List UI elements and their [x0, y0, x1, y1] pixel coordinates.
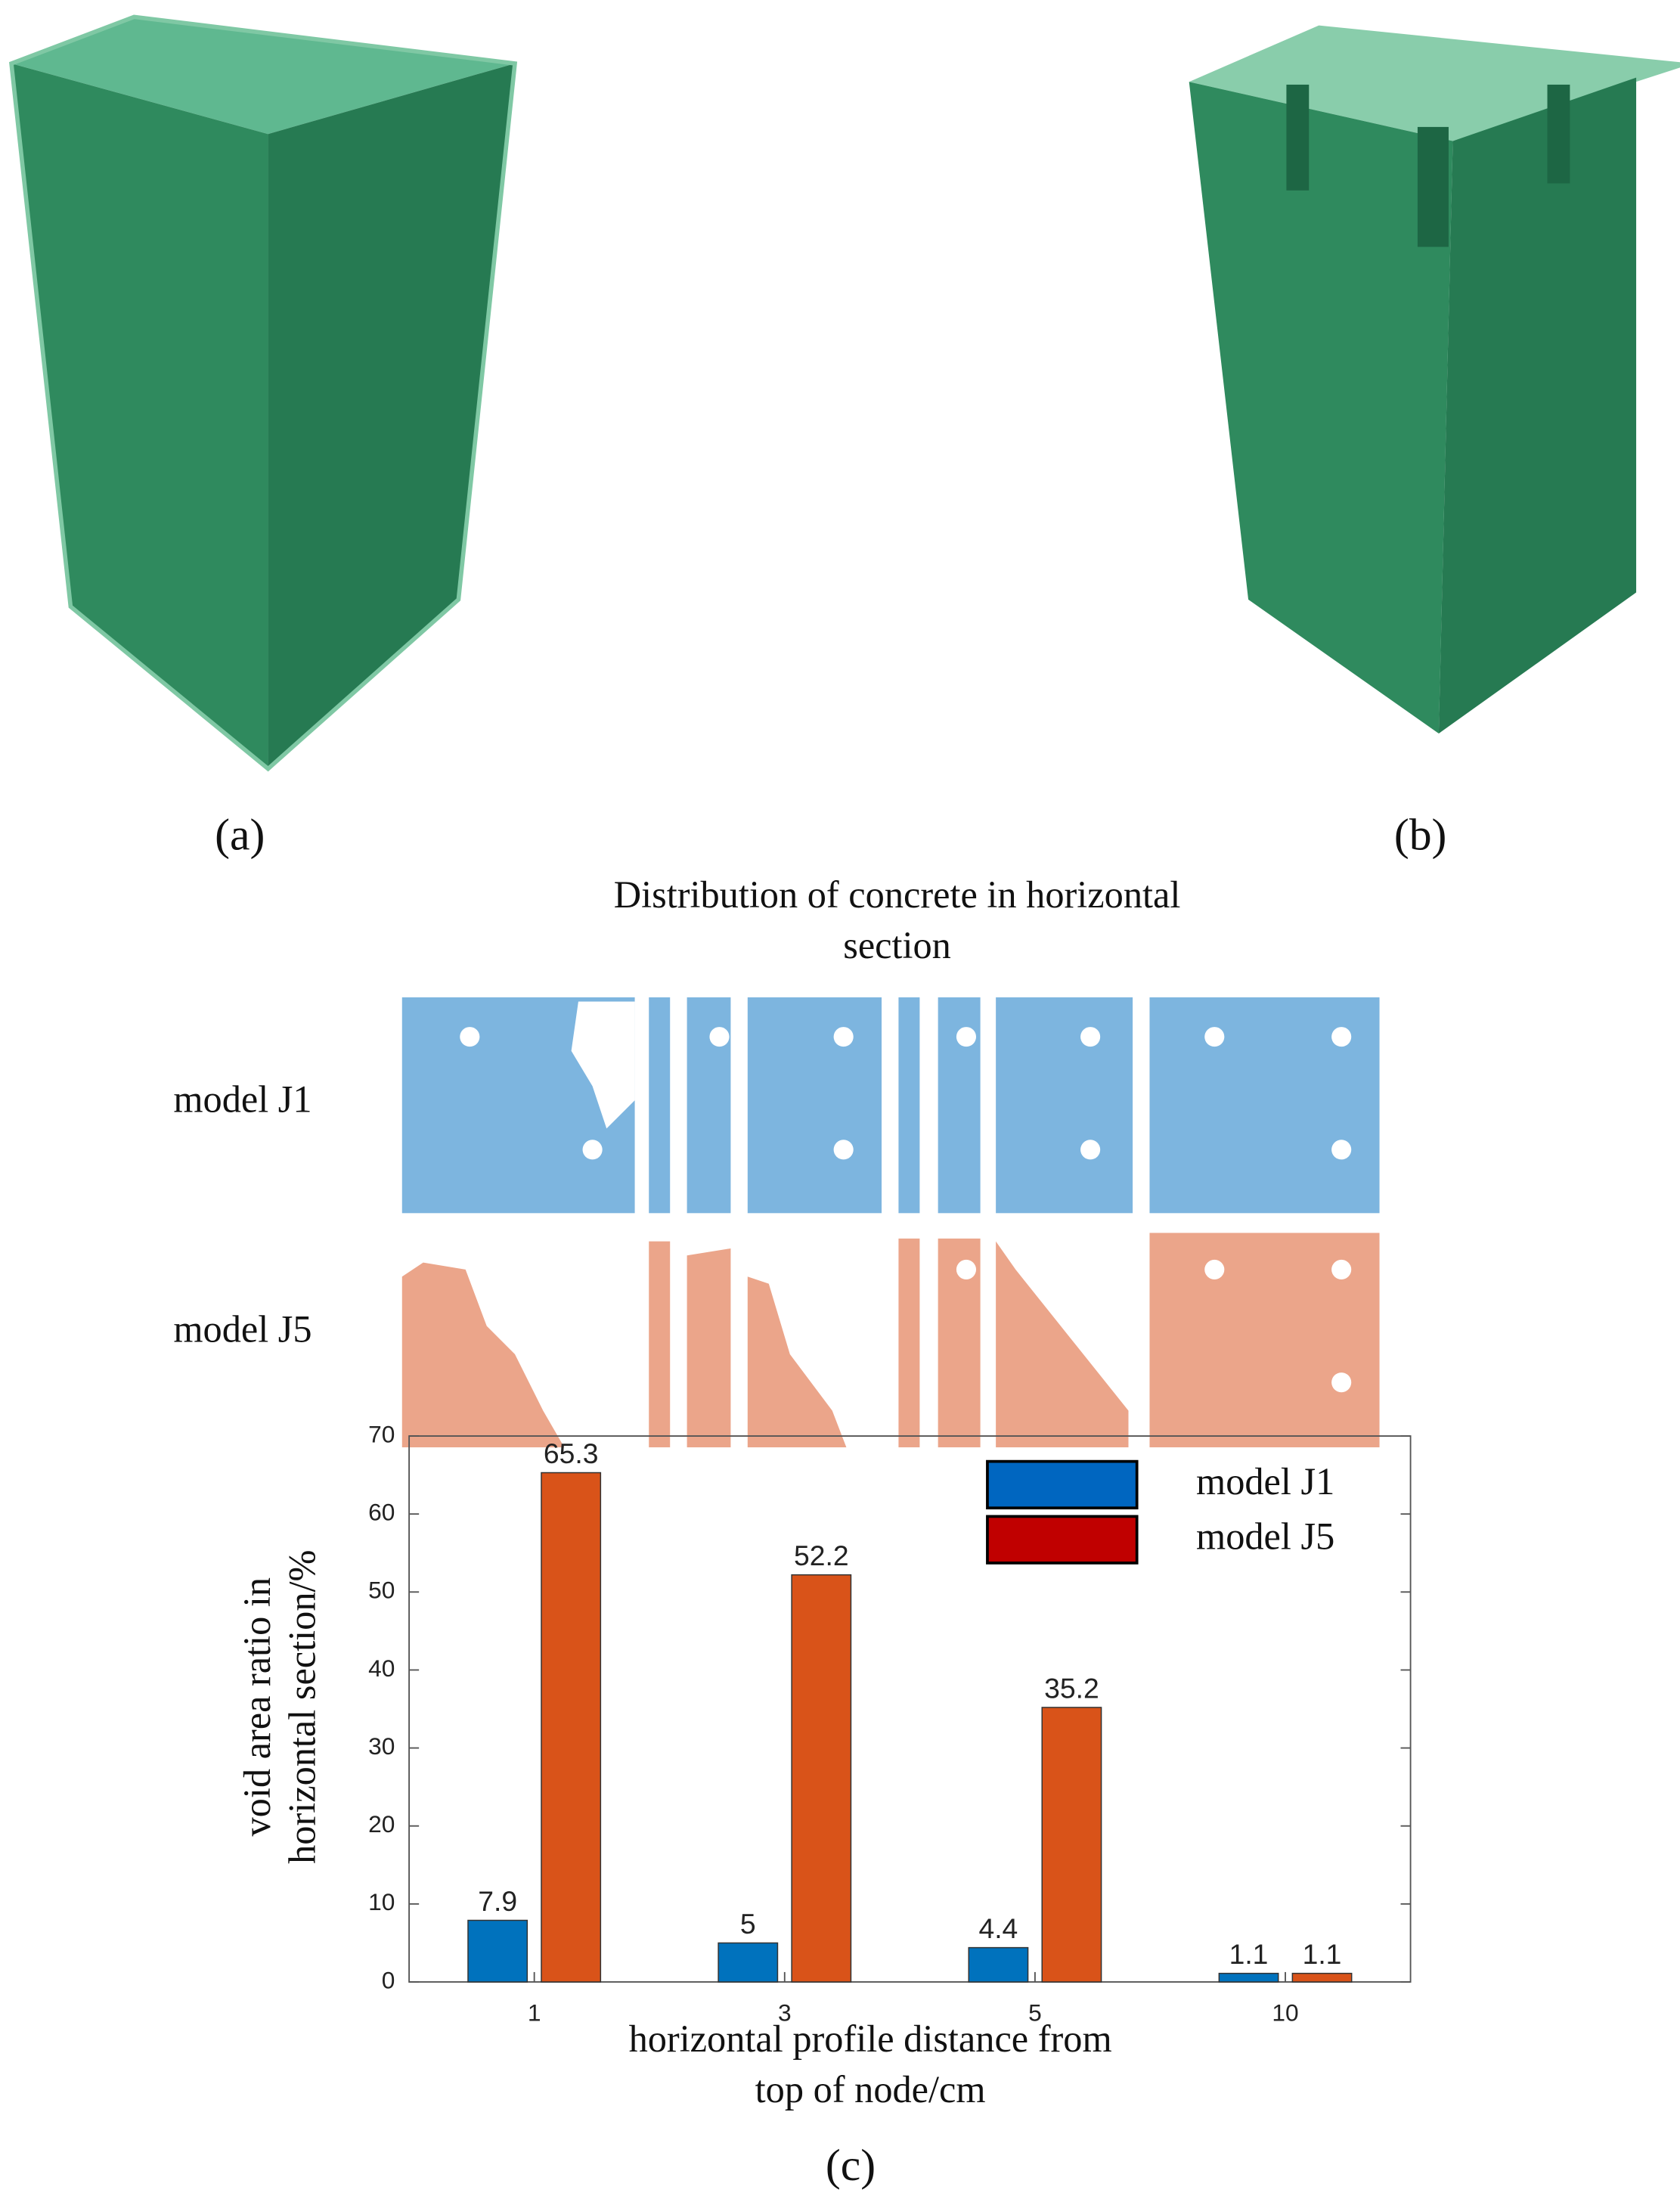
y-tick-label: 40: [368, 1655, 395, 1682]
column: [1417, 126, 1449, 247]
x-axis-label: top of node/cm: [755, 2068, 986, 2111]
panel-label: (b): [1394, 810, 1447, 860]
section-fill: [898, 1238, 920, 1447]
right-face: [268, 63, 516, 769]
bar: [1041, 1707, 1102, 1983]
top-face: [1189, 25, 1680, 141]
y-tick-label: 10: [368, 1888, 395, 1915]
x-tick-label: 3: [778, 1999, 792, 2026]
bar: [467, 1919, 528, 1983]
plot-frame: [408, 1435, 1412, 1983]
y-axis-label: void area ratio in: [236, 1577, 278, 1837]
section-images: [401, 997, 1380, 1447]
legend-label: model J1: [1196, 1460, 1334, 1503]
section-fill: [649, 1241, 671, 1447]
outline: [9, 14, 518, 772]
legend-label: model J5: [1196, 1515, 1334, 1558]
y-tick-label: 0: [382, 1966, 395, 1993]
bar: [718, 1942, 779, 1983]
panel-label: (c): [826, 2140, 876, 2190]
section-fill: [747, 997, 882, 1214]
value-label: 7.9: [478, 1885, 517, 1917]
value-label: 4.4: [978, 1912, 1018, 1944]
y-tick-label: 20: [368, 1810, 395, 1838]
x-tick-label: 1: [528, 1999, 541, 2026]
x-axis-label: horizontal profile distance from: [629, 2017, 1112, 2060]
legend-swatch: [986, 1459, 1139, 1510]
void: [571, 1001, 635, 1129]
y-tick-label: 30: [368, 1732, 395, 1760]
legend-swatch: [986, 1515, 1139, 1565]
left-face: [1189, 82, 1453, 734]
value-label: 65.3: [544, 1438, 599, 1469]
bar: [1291, 1972, 1353, 1983]
y-axis-label: horizontal section/%: [281, 1550, 323, 1864]
value-label: 5: [740, 1908, 756, 1940]
model-render-b: [1189, 25, 1680, 734]
right-face: [1438, 77, 1637, 734]
bar: [1218, 1972, 1279, 1983]
left-face: [11, 63, 268, 769]
row-label: model J1: [173, 1078, 312, 1120]
y-tick-label: 70: [368, 1420, 395, 1447]
value-label: 35.2: [1044, 1672, 1099, 1704]
section-fill: [747, 1276, 847, 1447]
section-title: Distribution of concrete in horizontal: [614, 873, 1181, 916]
bar: [541, 1472, 602, 1983]
section-fill: [649, 997, 671, 1214]
bar: [791, 1574, 852, 1983]
y-tick-label: 60: [368, 1499, 395, 1526]
section-fill: [687, 1248, 731, 1447]
section-fill: [996, 1241, 1129, 1447]
section-fill: [938, 997, 981, 1214]
section-fill: [996, 997, 1133, 1214]
top-face: [11, 17, 516, 135]
x-tick-label: 5: [1028, 1999, 1042, 2026]
y-tick-label: 50: [368, 1577, 395, 1604]
section-fill: [401, 1262, 565, 1447]
value-label: 1.1: [1303, 1938, 1342, 1970]
panel-label: (a): [215, 810, 265, 860]
row-label: model J5: [173, 1307, 312, 1350]
section-fill: [898, 997, 920, 1214]
column: [1286, 84, 1310, 191]
column: [1547, 84, 1570, 184]
model-render-a: [9, 14, 518, 772]
bar: [968, 1946, 1029, 1983]
x-tick-label: 10: [1272, 1999, 1298, 2026]
section-title: section: [843, 924, 951, 966]
value-label: 1.1: [1229, 1938, 1269, 1970]
value-label: 52.2: [794, 1540, 849, 1571]
